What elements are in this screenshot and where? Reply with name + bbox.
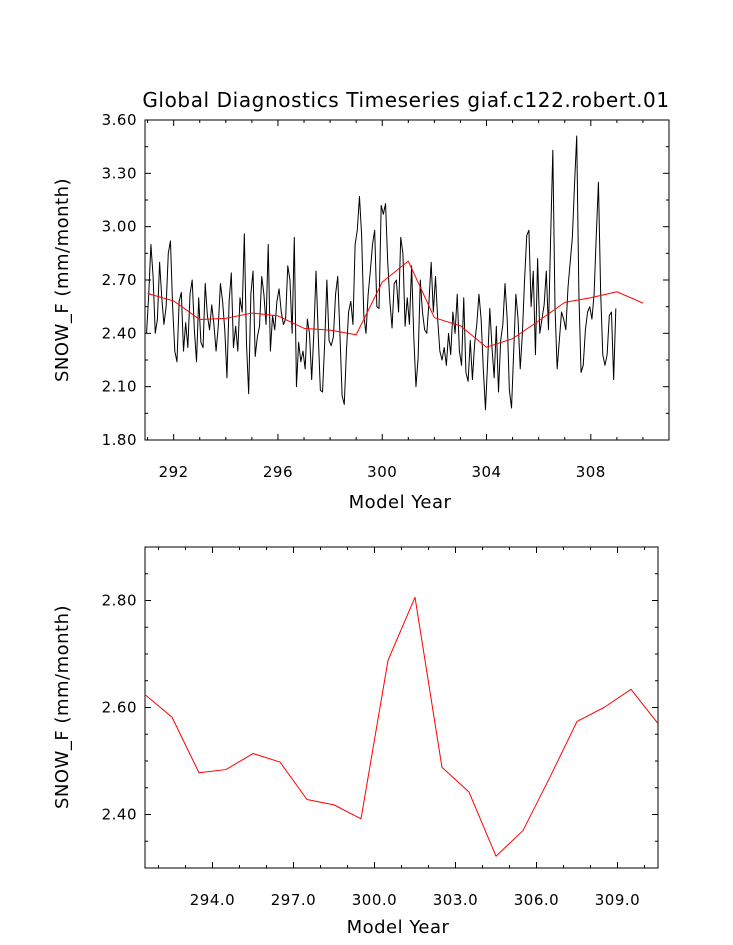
series-line-0 bbox=[146, 135, 617, 411]
plot-frame bbox=[144, 119, 670, 441]
x-tick-label: 300.0 bbox=[352, 891, 397, 909]
x-tick-label: 296 bbox=[263, 463, 293, 481]
y-axis-title: SNOW_F (mm/month) bbox=[52, 178, 73, 382]
x-tick-label: 304 bbox=[471, 463, 501, 481]
x-tick-label: 297.0 bbox=[271, 891, 316, 909]
series-layer bbox=[146, 135, 644, 411]
y-tick-label: 2.80 bbox=[102, 592, 137, 610]
x-tick-label: 294.0 bbox=[190, 891, 235, 909]
x-tick-label: 308 bbox=[576, 463, 606, 481]
y-tick-label: 2.40 bbox=[102, 806, 137, 824]
series-line-1 bbox=[147, 260, 644, 348]
series-layer bbox=[144, 596, 659, 857]
y-axis-title: SNOW_F (mm/month) bbox=[52, 605, 73, 809]
plot-frame bbox=[144, 546, 659, 869]
axis-ticks: 292 296 300 304 308 1.80 2.10 2.40 2.70 3.00 3.30 3… bbox=[102, 111, 670, 481]
axis-ticks: 294.0 297.0 300.0 303.0 306.0 309.0 2.40 2.60 2.… bbox=[102, 546, 658, 909]
y-tick-label: 2.10 bbox=[102, 378, 137, 396]
series-line-0 bbox=[144, 596, 659, 857]
x-tick-label: 303.0 bbox=[433, 891, 478, 909]
y-tick-label: 2.70 bbox=[102, 271, 137, 289]
y-tick-label: 2.40 bbox=[102, 324, 137, 342]
y-tick-label: 1.80 bbox=[102, 431, 137, 449]
chart-top: Global Diagnostics Timeseries giaf.c122.… bbox=[52, 88, 670, 513]
y-tick-label: 3.30 bbox=[102, 164, 137, 182]
x-axis-title: Model Year bbox=[347, 917, 450, 938]
y-tick-label: 3.60 bbox=[102, 111, 137, 129]
x-tick-label: 309.0 bbox=[595, 891, 640, 909]
x-tick-label: 306.0 bbox=[514, 891, 559, 909]
chart-title: Global Diagnostics Timeseries giaf.c122.… bbox=[142, 88, 669, 112]
y-tick-label: 2.60 bbox=[102, 699, 137, 717]
x-axis-title: Model Year bbox=[349, 492, 452, 513]
y-tick-label: 3.00 bbox=[102, 218, 137, 236]
x-tick-label: 292 bbox=[159, 463, 189, 481]
chart-bottom: 294.0 297.0 300.0 303.0 306.0 309.0 2.40 2.60 2.… bbox=[52, 546, 659, 938]
x-tick-label: 300 bbox=[367, 463, 397, 481]
